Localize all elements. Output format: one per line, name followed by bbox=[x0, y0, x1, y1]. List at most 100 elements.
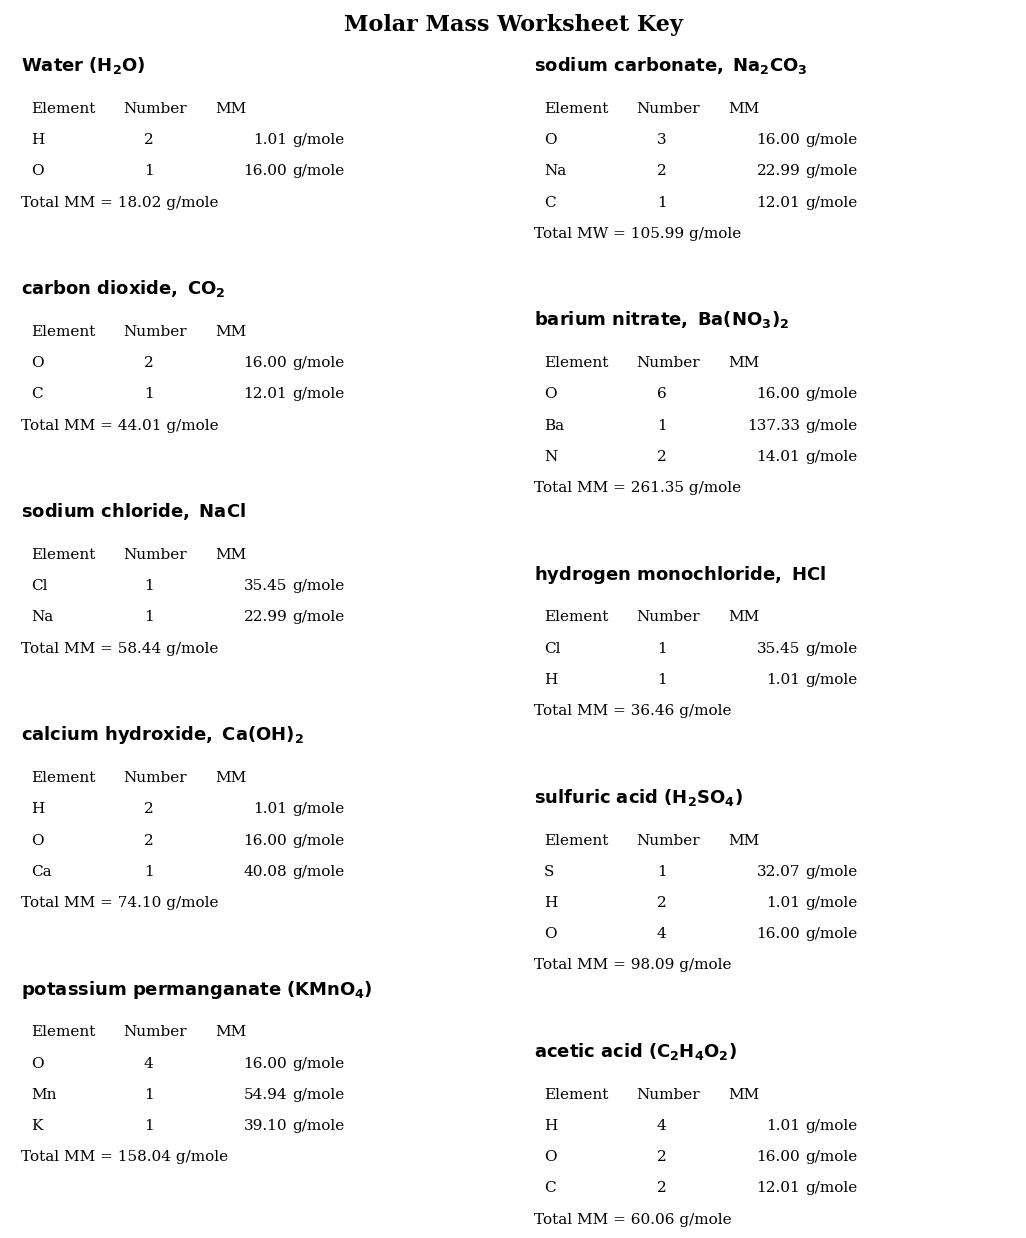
Text: H: H bbox=[544, 1119, 557, 1133]
Text: Element: Element bbox=[544, 357, 608, 370]
Text: O: O bbox=[544, 134, 556, 147]
Text: g/mole: g/mole bbox=[805, 165, 858, 178]
Text: 1: 1 bbox=[144, 1119, 154, 1133]
Text: 1: 1 bbox=[144, 387, 154, 401]
Text: O: O bbox=[544, 927, 556, 941]
Text: C: C bbox=[544, 1181, 555, 1196]
Text: Element: Element bbox=[31, 771, 95, 785]
Text: H: H bbox=[31, 802, 44, 816]
Text: 1.01: 1.01 bbox=[766, 896, 800, 910]
Text: 1: 1 bbox=[144, 579, 154, 593]
Text: H: H bbox=[31, 134, 44, 147]
Text: O: O bbox=[31, 357, 43, 370]
Text: 16.00: 16.00 bbox=[243, 165, 287, 178]
Text: O: O bbox=[544, 1150, 556, 1164]
Text: MM: MM bbox=[215, 324, 246, 339]
Text: Na: Na bbox=[31, 610, 53, 624]
Text: 1: 1 bbox=[144, 865, 154, 879]
Text: g/mole: g/mole bbox=[292, 579, 345, 593]
Text: 2: 2 bbox=[144, 357, 154, 370]
Text: 1: 1 bbox=[657, 641, 667, 656]
Text: Element: Element bbox=[544, 1088, 608, 1102]
Text: 1.01: 1.01 bbox=[253, 134, 287, 147]
Text: 2: 2 bbox=[144, 134, 154, 147]
Text: 35.45: 35.45 bbox=[244, 579, 287, 593]
Text: 6: 6 bbox=[657, 387, 667, 401]
Text: $\bf{calcium\ hydroxide,\ Ca(OH)}$$\bf{_{2}}$: $\bf{calcium\ hydroxide,\ Ca(OH)}$$\bf{_… bbox=[21, 724, 304, 747]
Text: S: S bbox=[544, 865, 554, 879]
Text: Ca: Ca bbox=[31, 865, 51, 879]
Text: 1.01: 1.01 bbox=[253, 802, 287, 816]
Text: Element: Element bbox=[31, 548, 95, 562]
Text: Element: Element bbox=[544, 102, 608, 116]
Text: 1: 1 bbox=[657, 673, 667, 687]
Text: $\bf{carbon\ dioxide,\ CO}$$\bf{_{2}}$: $\bf{carbon\ dioxide,\ CO}$$\bf{_{2}}$ bbox=[21, 279, 225, 300]
Text: Element: Element bbox=[31, 1025, 95, 1040]
Text: g/mole: g/mole bbox=[805, 865, 858, 879]
Text: N: N bbox=[544, 449, 557, 464]
Text: 54.94: 54.94 bbox=[243, 1088, 287, 1102]
Text: MM: MM bbox=[215, 102, 246, 116]
Text: Number: Number bbox=[123, 1025, 187, 1040]
Text: 2: 2 bbox=[657, 896, 667, 910]
Text: g/mole: g/mole bbox=[805, 134, 858, 147]
Text: 1: 1 bbox=[144, 610, 154, 624]
Text: 40.08: 40.08 bbox=[243, 865, 287, 879]
Text: 35.45: 35.45 bbox=[757, 641, 800, 656]
Text: g/mole: g/mole bbox=[292, 134, 345, 147]
Text: MM: MM bbox=[728, 833, 759, 848]
Text: $\bf{sodium\ chloride,\ NaCl}$: $\bf{sodium\ chloride,\ NaCl}$ bbox=[21, 501, 245, 522]
Text: Total MM = 44.01 g/mole: Total MM = 44.01 g/mole bbox=[21, 418, 219, 432]
Text: 2: 2 bbox=[657, 165, 667, 178]
Text: 1: 1 bbox=[144, 1088, 154, 1102]
Text: Total MM = 261.35 g/mole: Total MM = 261.35 g/mole bbox=[534, 482, 741, 495]
Text: MM: MM bbox=[728, 357, 759, 370]
Text: g/mole: g/mole bbox=[805, 1150, 858, 1164]
Text: Total MM = 18.02 g/mole: Total MM = 18.02 g/mole bbox=[21, 196, 218, 209]
Text: 1: 1 bbox=[144, 165, 154, 178]
Text: C: C bbox=[544, 196, 555, 209]
Text: $\bf{sodium\ carbonate,\ Na}$$\bf{_{2}}$$\bf{CO}$$\bf{_{3}}$: $\bf{sodium\ carbonate,\ Na}$$\bf{_{2}}$… bbox=[534, 54, 807, 76]
Text: g/mole: g/mole bbox=[292, 802, 345, 816]
Text: Total MM = 158.04 g/mole: Total MM = 158.04 g/mole bbox=[21, 1150, 228, 1164]
Text: g/mole: g/mole bbox=[292, 387, 345, 401]
Text: Mn: Mn bbox=[31, 1088, 56, 1102]
Text: Number: Number bbox=[123, 548, 187, 562]
Text: Total MM = 98.09 g/mole: Total MM = 98.09 g/mole bbox=[534, 958, 731, 972]
Text: H: H bbox=[544, 673, 557, 687]
Text: g/mole: g/mole bbox=[292, 357, 345, 370]
Text: MM: MM bbox=[728, 610, 759, 624]
Text: g/mole: g/mole bbox=[805, 641, 858, 656]
Text: g/mole: g/mole bbox=[292, 1119, 345, 1133]
Text: H: H bbox=[544, 896, 557, 910]
Text: 14.01: 14.01 bbox=[756, 449, 800, 464]
Text: MM: MM bbox=[728, 102, 759, 116]
Text: g/mole: g/mole bbox=[805, 1181, 858, 1196]
Text: MM: MM bbox=[215, 1025, 246, 1040]
Text: 16.00: 16.00 bbox=[756, 1150, 800, 1164]
Text: Ba: Ba bbox=[544, 418, 564, 432]
Text: $\bf{potassium\ permanganate\ (KMnO}$$\bf{_{4}}$$\bf{)}$: $\bf{potassium\ permanganate\ (KMnO}$$\b… bbox=[21, 978, 372, 1000]
Text: 16.00: 16.00 bbox=[243, 833, 287, 848]
Text: Number: Number bbox=[636, 102, 700, 116]
Text: K: K bbox=[31, 1119, 42, 1133]
Text: g/mole: g/mole bbox=[805, 927, 858, 941]
Text: Total MM = 36.46 g/mole: Total MM = 36.46 g/mole bbox=[534, 704, 731, 718]
Text: g/mole: g/mole bbox=[805, 896, 858, 910]
Text: 2: 2 bbox=[144, 833, 154, 848]
Text: 2: 2 bbox=[657, 1150, 667, 1164]
Text: 4: 4 bbox=[657, 1119, 667, 1133]
Text: 3: 3 bbox=[657, 134, 667, 147]
Text: 1: 1 bbox=[657, 418, 667, 432]
Text: g/mole: g/mole bbox=[805, 673, 858, 687]
Text: Element: Element bbox=[31, 102, 95, 116]
Text: $\bf{sulfuric\ acid\ (H}$$\bf{_{2}}$$\bf{SO}$$\bf{_{4}}$$\bf{)}$: $\bf{sulfuric\ acid\ (H}$$\bf{_{2}}$$\bf… bbox=[534, 786, 743, 807]
Text: Element: Element bbox=[31, 324, 95, 339]
Text: $\bf{barium\ nitrate,\ Ba(NO}$$\bf{_{3}}$$\bf{)}$$\bf{_{2}}$: $\bf{barium\ nitrate,\ Ba(NO}$$\bf{_{3}}… bbox=[534, 310, 789, 331]
Text: Number: Number bbox=[636, 1088, 700, 1102]
Text: 12.01: 12.01 bbox=[243, 387, 287, 401]
Text: 1: 1 bbox=[657, 196, 667, 209]
Text: 16.00: 16.00 bbox=[243, 1056, 287, 1071]
Text: 16.00: 16.00 bbox=[243, 357, 287, 370]
Text: g/mole: g/mole bbox=[805, 449, 858, 464]
